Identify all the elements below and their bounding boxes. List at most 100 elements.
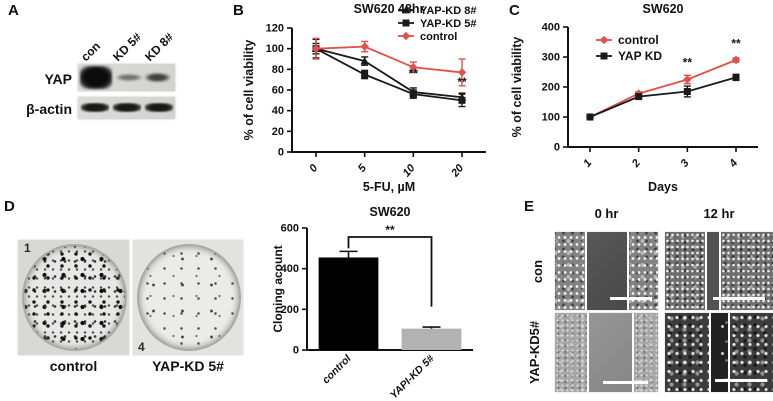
row-label-con: con (530, 259, 546, 283)
significance-stars: ** (457, 75, 467, 89)
svg-text:0: 0 (307, 162, 321, 175)
lane-label-kd8: KD 8# (142, 30, 177, 64)
svg-text:100: 100 (266, 43, 284, 55)
blot-lane-labels: con KD 5# KD 8# (78, 20, 178, 64)
significance-stars: ** (409, 67, 419, 81)
svg-text:YAP KD: YAP KD (618, 49, 662, 63)
scale-bar (610, 297, 652, 300)
panel-c-label: C (509, 2, 520, 19)
panel-d-label: D (4, 198, 15, 215)
svg-text:60: 60 (272, 85, 284, 97)
svg-text:1: 1 (581, 157, 594, 169)
wound-gap (710, 313, 729, 392)
svg-text:YAP-KD 8#: YAP-KD 8# (420, 5, 476, 17)
dish-caption-kd: YAP-KD 5# (152, 358, 224, 374)
legend: control YAP KD (596, 33, 662, 63)
svg-text:YAP-KD 5#: YAP-KD 5# (420, 18, 476, 30)
colony-dish-control (22, 244, 127, 351)
chart-title: SW620 48hr (354, 2, 425, 16)
svg-text:3: 3 (679, 157, 692, 169)
wound-image-con-0hr (555, 232, 658, 310)
wound-image-kd-12hr (665, 313, 773, 392)
dish-number-4: 4 (138, 340, 145, 354)
svg-text:40: 40 (272, 105, 284, 117)
actin-band-con (81, 103, 109, 112)
x-axis-label: 5-FU, µM (363, 180, 415, 194)
yap-blot-image (78, 64, 175, 91)
y-axis-label: % of cell viability (242, 40, 256, 141)
legend: YAP-KD 8#YAP-KD 5#control (398, 5, 476, 43)
series-YAP-KD 8# (311, 42, 467, 103)
series-YAP KD (586, 73, 740, 121)
row-label-yapkd5: YAP-KD5# (527, 320, 543, 385)
svg-text:300: 300 (542, 52, 560, 64)
actin-blot-image (78, 97, 175, 119)
svg-text:120: 120 (266, 23, 284, 35)
significance-stars: ** (385, 223, 395, 237)
chart-title: SW620 (370, 205, 411, 219)
dish-caption-control: control (49, 358, 98, 374)
axes: 0 20 40 60 80 100 120 0 5 10 20 (266, 23, 486, 181)
y-axis-label: % of cell viability (510, 37, 524, 138)
svg-text:100: 100 (542, 112, 560, 124)
scale-bar (603, 381, 648, 384)
svg-text:600: 600 (281, 223, 299, 235)
svg-text:control: control (618, 33, 659, 47)
svg-text:0: 0 (554, 142, 560, 154)
scale-bar (715, 379, 767, 382)
actin-band-kd8 (145, 103, 173, 112)
panel-e-label: E (524, 198, 535, 215)
svg-text:20: 20 (272, 126, 284, 138)
cell-monolayer (555, 232, 585, 310)
wound-image-kd-0hr (555, 313, 658, 392)
significance-stars: ** (731, 36, 741, 50)
significance-bracket (347, 236, 433, 307)
svg-text:2: 2 (629, 157, 643, 170)
y-axis-label: Cloning acount (271, 245, 285, 332)
wound-image-con-12hr (665, 232, 773, 310)
wound-gap (706, 232, 719, 310)
yap-band-kd5 (116, 74, 142, 81)
svg-text:control: control (420, 31, 457, 43)
panel-b-label: B (233, 2, 244, 19)
svg-text:YAPI-KD 5#: YAPI-KD 5# (388, 353, 437, 401)
bar-YAPI-KD 5# (401, 328, 462, 350)
svg-text:400: 400 (281, 263, 299, 275)
wound-gap (588, 313, 633, 392)
blot-row-label-yap: YAP (44, 71, 72, 87)
bar-control (318, 257, 379, 350)
actin-band-kd5 (113, 103, 141, 112)
svg-text:200: 200 (542, 82, 560, 94)
svg-text:5: 5 (356, 162, 370, 175)
lane-label-kd5: KD 5# (110, 30, 145, 64)
svg-text:4: 4 (727, 157, 741, 170)
cell-monolayer (555, 313, 587, 392)
significance-stars: ** (683, 56, 693, 70)
viability-5fu-chart: 0 20 40 60 80 100 120 0 5 10 20 SW620 48hr 5-FU, µM%… (242, 2, 486, 194)
svg-text:20: 20 (449, 162, 467, 181)
cell-monolayer (665, 313, 709, 392)
svg-text:control: control (320, 352, 354, 386)
dish-number-1: 1 (24, 241, 31, 255)
colony-photo-control: 1 (18, 240, 129, 355)
lane-label-con: con (78, 39, 104, 64)
svg-text:200: 200 (281, 304, 299, 316)
cell-monolayer (730, 313, 773, 392)
svg-text:400: 400 (542, 22, 560, 34)
svg-text:10: 10 (401, 162, 419, 180)
colony-dish-kd (137, 244, 241, 351)
series-control (585, 55, 741, 122)
yap-band-con (80, 66, 112, 89)
yap-band-kd8 (145, 73, 170, 82)
timepoint-header-0hr: 0 hr (594, 206, 619, 221)
blot-row-label-actin: β-actin (26, 101, 72, 117)
svg-text:0: 0 (293, 345, 299, 357)
colony-photo-kd: 4 (133, 240, 243, 355)
series-YAP-KD 5# (312, 38, 466, 108)
series-control (311, 37, 467, 87)
cell-monolayer (634, 313, 658, 392)
chart-title: SW620 (643, 2, 684, 16)
panel-a-label: A (8, 2, 19, 19)
svg-text:80: 80 (272, 64, 284, 76)
